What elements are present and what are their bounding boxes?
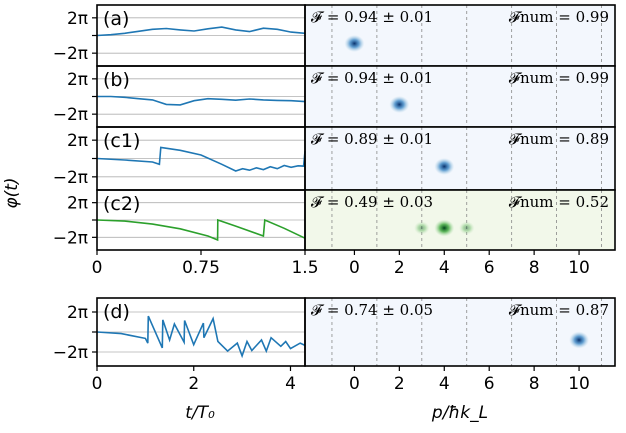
panel-c2: (c2) 𝓕 = 0.49 ± 0.03 𝓕num = 0.52 xyxy=(96,189,616,251)
distribution-background xyxy=(305,66,615,127)
x-tick-label: 1.5 xyxy=(291,258,318,278)
x-tick-label: 0 xyxy=(349,374,360,394)
fidelity-num-text: 𝓕num = 0.89 xyxy=(509,130,609,148)
momentum-peak xyxy=(389,96,410,113)
x-tick-label: 2 xyxy=(394,258,405,278)
fidelity-text: 𝓕 = 0.74 ± 0.05 xyxy=(311,301,433,319)
y-tick-label: −2π xyxy=(53,228,88,248)
phase-curve xyxy=(97,95,306,106)
momentum-peak xyxy=(458,221,475,235)
y-axis-label: φ(t) xyxy=(2,177,22,208)
panel-label: (d) xyxy=(103,301,130,323)
momentum-peak xyxy=(344,35,365,52)
phase-curve xyxy=(96,146,306,172)
y-tick-label: 2π xyxy=(67,9,88,29)
y-tick-label: 2π xyxy=(67,131,88,151)
fidelity-text: 𝓕 = 0.94 ± 0.01 xyxy=(311,69,433,87)
fidelity-num-text: 𝓕num = 0.99 xyxy=(509,8,609,26)
y-tick-label: −2π xyxy=(53,44,88,64)
distribution-background xyxy=(305,298,615,366)
phase-curve xyxy=(96,315,306,359)
x-tick-label: 2 xyxy=(188,374,199,394)
distribution-axes-frame xyxy=(304,297,616,367)
panel-a: (a) 𝓕 = 0.94 ± 0.01 𝓕num = 0.99 xyxy=(96,4,616,67)
momentum-peak xyxy=(569,331,590,349)
phase-curve xyxy=(96,218,306,242)
distribution-background xyxy=(305,190,615,250)
x-tick-label: 8 xyxy=(529,258,540,278)
fidelity-text: 𝓕 = 0.94 ± 0.01 xyxy=(311,8,433,26)
y-tick-label: 2π xyxy=(67,303,88,323)
x-tick-label: 0 xyxy=(92,374,103,394)
y-tick-label: 2π xyxy=(67,194,88,214)
phase-curve xyxy=(96,26,306,37)
x-tick-label: 0 xyxy=(349,258,360,278)
panel-label: (a) xyxy=(103,8,129,30)
x-tick-label: 0 xyxy=(92,258,103,278)
x-tick-label: 4 xyxy=(439,374,450,394)
x-tick-label: 4 xyxy=(285,374,296,394)
x-tick-label: 10 xyxy=(568,374,590,394)
y-tick-label: −2π xyxy=(53,343,88,363)
x-tick-label: 0.75 xyxy=(182,258,220,278)
x-tick-label: 8 xyxy=(529,374,540,394)
panel-label: (b) xyxy=(103,69,130,91)
momentum-peak xyxy=(434,158,455,175)
distribution-axes-frame xyxy=(304,189,616,251)
y-tick-label: −2π xyxy=(53,105,88,125)
fidelity-text: 𝓕 = 0.49 ± 0.03 xyxy=(311,193,433,211)
x-tick-label: 10 xyxy=(568,258,590,278)
fidelity-num-text: 𝓕num = 0.52 xyxy=(509,193,609,211)
panel-label: (c1) xyxy=(103,130,140,152)
fidelity-num-text: 𝓕num = 0.99 xyxy=(509,69,609,87)
x-tick-label: 6 xyxy=(484,258,495,278)
y-tick-label: 2π xyxy=(67,70,88,90)
fidelity-num-text: 𝓕num = 0.87 xyxy=(509,301,609,319)
x-axis-label-left: t/T₀ xyxy=(185,403,215,423)
x-axis-label-right: p/ħk_L xyxy=(431,403,488,423)
panel-d: (d) 𝓕 = 0.74 ± 0.05 𝓕num = 0.87 xyxy=(96,297,616,367)
x-tick-label: 2 xyxy=(394,374,405,394)
panel-b: (b) 𝓕 = 0.94 ± 0.01 𝓕num = 0.99 xyxy=(96,65,616,128)
panel-c1: (c1) 𝓕 = 0.89 ± 0.01 𝓕num = 0.89 xyxy=(96,126,616,191)
y-tick-label: −2π xyxy=(53,168,88,188)
momentum-peak xyxy=(434,219,455,237)
distribution-background xyxy=(305,127,615,190)
fidelity-text: 𝓕 = 0.89 ± 0.01 xyxy=(311,130,433,148)
panel-label: (c2) xyxy=(103,193,140,215)
x-tick-label: 6 xyxy=(484,374,495,394)
momentum-peak xyxy=(414,221,430,235)
x-tick-label: 4 xyxy=(439,258,450,278)
